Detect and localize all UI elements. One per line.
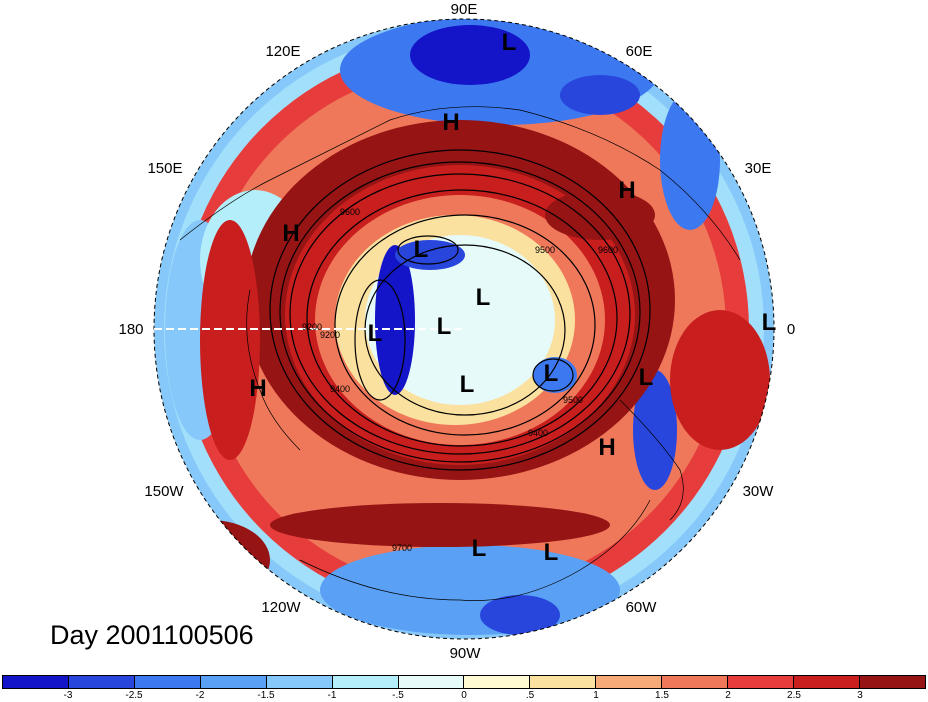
colorbar-tick-label: 1.5 [655, 690, 669, 701]
pressure-center: H [282, 220, 299, 247]
colorbar-cell [398, 676, 465, 688]
lon-label-180: 180 [118, 321, 143, 338]
lon-label-150e: 150E [147, 160, 182, 177]
pressure-center: L [460, 371, 475, 398]
pressure-center: L [544, 360, 559, 387]
colorbar-cell [332, 676, 399, 688]
colorbar-tick-label: 2 [725, 690, 731, 701]
contour-label: 9200 [320, 330, 340, 340]
pressure-center: H [618, 177, 635, 204]
colorbar-tick-label: 2.5 [787, 690, 801, 701]
colorbar-labels: -3 -2.5 -2 -1.5 -1 -.5 0 .5 1 1.5 2 2.5 3 [2, 690, 926, 702]
contour-label: 9400 [330, 384, 350, 394]
lon-label-150w: 150W [144, 483, 184, 500]
colorbar-cell [134, 676, 201, 688]
lon-label-90w: 90W [450, 645, 482, 662]
pressure-center: L [472, 535, 487, 562]
pressure-center: L [762, 309, 777, 336]
pressure-center: H [442, 109, 459, 136]
lon-label-120e: 120E [265, 43, 300, 60]
pressure-center: H [249, 375, 266, 402]
colorbar-tick-label: -2.5 [125, 690, 143, 701]
colorbar-tick-label: -3 [63, 690, 73, 701]
contour-label: 9500 [535, 245, 555, 255]
pressure-center: L [437, 313, 452, 340]
colorbar-cell [266, 676, 333, 688]
colorbar-tick-label: 3 [857, 690, 863, 701]
colorbar-cell [68, 676, 135, 688]
colorbar-tick-label: -1.5 [257, 690, 275, 701]
colorbar-cell [3, 676, 69, 688]
contour-label: 9200 [302, 322, 322, 332]
lon-label-60e: 60E [626, 43, 653, 60]
polar-map: 90E 60E 30E 0 30W 60W 90W 120W 150W 180 … [118, 1, 795, 662]
colorbar [2, 675, 926, 689]
colorbar-tick-label: 1 [593, 690, 599, 701]
lon-label-90e: 90E [451, 1, 478, 18]
lon-label-120w: 120W [261, 599, 301, 616]
pressure-center: L [639, 364, 654, 391]
colorbar-tick-label: -1 [327, 690, 337, 701]
colorbar-tick-label: -2 [195, 690, 205, 701]
lon-label-0: 0 [787, 321, 795, 338]
contour-label: 9600 [598, 245, 618, 255]
contour-label: 9400 [528, 428, 548, 438]
colorbar-cell [794, 676, 860, 688]
pressure-center: L [476, 284, 491, 311]
pressure-center: L [544, 539, 559, 566]
colorbar-tick-label: .5 [525, 690, 535, 701]
contour-label: 9700 [392, 543, 412, 553]
colorbar-tick-label: -.5 [392, 690, 404, 701]
contour-label: 9500 [563, 395, 583, 405]
pressure-center: H [598, 434, 615, 461]
colorbar-cell [662, 676, 729, 688]
pressure-center: L [414, 236, 429, 263]
colorbar-cell [464, 676, 531, 688]
pressure-center: L [368, 320, 383, 347]
contour-label: 9600 [340, 207, 360, 217]
anomaly-field [154, 19, 774, 639]
colorbar-tick-label: 0 [461, 690, 467, 701]
colorbar-cell [200, 676, 267, 688]
colorbar-cell [728, 676, 795, 688]
lon-label-30e: 30E [745, 160, 772, 177]
colorbar-cell [596, 676, 663, 688]
colorbar-cell [530, 676, 597, 688]
pressure-center: L [502, 29, 517, 56]
day-label: Day 2001100506 [50, 620, 254, 650]
colorbar-cell [859, 676, 925, 688]
lon-label-60w: 60W [626, 599, 658, 616]
lon-label-30w: 30W [743, 483, 775, 500]
